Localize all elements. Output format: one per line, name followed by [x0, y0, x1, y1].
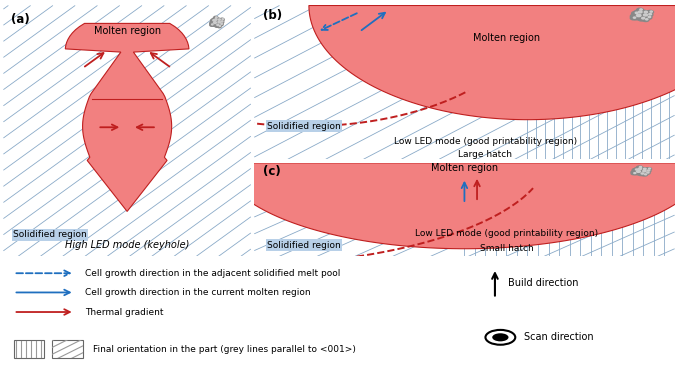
Circle shape [212, 24, 213, 25]
Circle shape [650, 11, 652, 12]
Text: Molten region: Molten region [94, 26, 161, 36]
Circle shape [644, 11, 647, 13]
Text: Solidified region: Solidified region [267, 240, 340, 250]
Circle shape [216, 17, 217, 18]
Circle shape [221, 21, 223, 22]
Circle shape [637, 171, 641, 172]
Circle shape [219, 20, 224, 24]
Circle shape [639, 13, 650, 19]
Polygon shape [309, 5, 678, 120]
Text: Low LED mode (good printability region): Low LED mode (good printability region) [394, 137, 577, 146]
Text: (a): (a) [11, 13, 30, 26]
Circle shape [640, 10, 649, 15]
Circle shape [217, 24, 218, 26]
Circle shape [631, 170, 643, 175]
Circle shape [633, 17, 636, 18]
Circle shape [645, 16, 652, 19]
Circle shape [645, 13, 653, 17]
Circle shape [632, 11, 639, 15]
Text: Cell growth direction in the current molten region: Cell growth direction in the current mol… [85, 288, 311, 297]
Text: Low LED mode (good printability region): Low LED mode (good printability region) [415, 229, 598, 238]
Bar [14, 340, 44, 358]
Text: Build direction: Build direction [508, 278, 579, 288]
Circle shape [643, 170, 646, 172]
Circle shape [219, 23, 223, 26]
Circle shape [644, 169, 651, 172]
Circle shape [637, 166, 643, 169]
Circle shape [646, 168, 652, 170]
Circle shape [210, 20, 218, 26]
Circle shape [215, 19, 217, 20]
Circle shape [219, 25, 220, 26]
Circle shape [645, 19, 648, 20]
Text: Solidified region: Solidified region [14, 230, 87, 239]
Circle shape [222, 19, 224, 20]
Circle shape [218, 21, 220, 23]
Circle shape [644, 172, 650, 174]
Circle shape [213, 20, 214, 21]
Circle shape [635, 12, 638, 14]
Circle shape [638, 168, 641, 169]
Circle shape [637, 172, 645, 176]
Circle shape [649, 168, 650, 169]
Circle shape [643, 18, 649, 22]
Circle shape [648, 16, 651, 18]
Circle shape [635, 169, 638, 170]
Circle shape [211, 19, 216, 23]
Circle shape [633, 168, 639, 171]
Circle shape [221, 23, 222, 25]
Text: Large hatch: Large hatch [458, 150, 513, 159]
Circle shape [485, 330, 515, 345]
Circle shape [214, 22, 216, 23]
Circle shape [631, 172, 637, 175]
Bar [52, 340, 83, 358]
Text: (b): (b) [262, 9, 282, 22]
Circle shape [212, 18, 218, 23]
Circle shape [637, 14, 641, 16]
Circle shape [642, 173, 647, 176]
Circle shape [638, 16, 646, 21]
Text: High LED mode (keyhole): High LED mode (keyhole) [65, 240, 189, 250]
Polygon shape [220, 159, 678, 249]
Circle shape [492, 333, 508, 341]
Circle shape [210, 23, 214, 26]
Circle shape [645, 174, 647, 175]
Text: Thermal gradient: Thermal gradient [85, 307, 163, 317]
Text: Final orientation in the part (grey lines parallel to <001>): Final orientation in the part (grey line… [93, 345, 356, 354]
Circle shape [218, 25, 221, 28]
Text: Molten region: Molten region [473, 33, 540, 44]
Text: Molten region: Molten region [431, 164, 498, 173]
Circle shape [647, 170, 650, 171]
Circle shape [643, 168, 646, 169]
Circle shape [214, 23, 220, 27]
Circle shape [634, 167, 643, 171]
Circle shape [637, 8, 643, 12]
Text: Small hatch: Small hatch [479, 244, 534, 253]
Circle shape [215, 20, 222, 25]
Circle shape [639, 168, 647, 171]
Text: Scan direction: Scan direction [524, 332, 594, 342]
Circle shape [639, 11, 642, 13]
Circle shape [641, 18, 645, 19]
Polygon shape [65, 23, 189, 212]
Circle shape [643, 14, 647, 16]
Circle shape [638, 169, 648, 174]
Circle shape [647, 10, 654, 14]
Circle shape [633, 10, 644, 15]
Circle shape [216, 18, 221, 22]
Text: Cell growth direction in the adjacent solidified melt pool: Cell growth direction in the adjacent so… [85, 269, 340, 278]
Circle shape [631, 13, 643, 20]
Circle shape [631, 16, 637, 20]
Text: (c): (c) [262, 165, 281, 178]
Circle shape [214, 16, 218, 19]
Circle shape [220, 18, 224, 21]
Circle shape [640, 9, 642, 10]
Circle shape [639, 167, 641, 168]
Text: Solidified region: Solidified region [267, 122, 340, 131]
Circle shape [649, 14, 652, 15]
Circle shape [647, 172, 649, 173]
Circle shape [218, 19, 220, 20]
Circle shape [641, 173, 643, 174]
